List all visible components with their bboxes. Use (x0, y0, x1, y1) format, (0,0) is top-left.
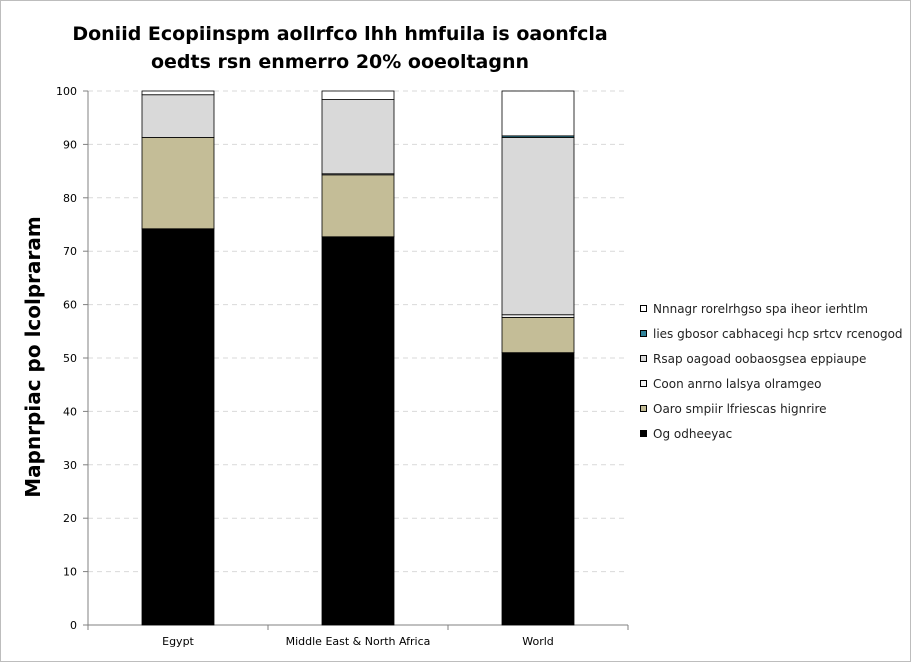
legend-swatch (640, 330, 647, 337)
legend-swatch (640, 430, 647, 437)
y-tick-label: 90 (63, 138, 77, 151)
y-tick-label: 50 (63, 352, 77, 365)
chart-title-line-1: Doniid Ecopiinspm aollrfco lhh hmfuila i… (72, 23, 608, 45)
bar-segment (501, 137, 575, 316)
legend-label: Nnnagr rorelrhgso spa iheor ierhtlm (653, 301, 868, 316)
bar-segment (321, 90, 395, 100)
legend-swatch (640, 355, 647, 362)
legend-swatch (640, 380, 647, 387)
legend: Nnnagr rorelrhgso spa iheor ierhtlm lies … (640, 296, 903, 446)
bar-segment (321, 236, 395, 626)
y-tick-label: 70 (63, 245, 77, 258)
y-tick-label: 60 (63, 299, 77, 312)
legend-label: Rsap oagoad oobaosgsea eppiaupe (653, 351, 867, 366)
y-tick-label: 0 (70, 619, 77, 632)
chart-title: Doniid Ecopiinspm aollrfco lhh hmfuila i… (60, 20, 620, 76)
legend-label: lies gbosor cabhacegi hcp srtcv rcenogod (653, 326, 903, 341)
y-tick-label: 40 (63, 405, 77, 418)
y-tick-label: 10 (63, 566, 77, 579)
legend-item: Og odheeyac (640, 421, 903, 446)
bar-segment (141, 137, 215, 230)
y-tick-label: 80 (63, 192, 77, 205)
bar-segment (141, 90, 215, 96)
legend-label: Og odheeyac (653, 426, 733, 441)
x-tick-label: World (522, 635, 554, 648)
legend-swatch (640, 405, 647, 412)
x-tick-label: Egypt (162, 635, 194, 648)
y-tick-label: 30 (63, 459, 77, 472)
bar-segment (501, 314, 575, 318)
legend-item: Nnnagr rorelrhgso spa iheor ierhtlm (640, 296, 903, 321)
bar-segment (141, 94, 215, 138)
chart-title-line-2: oedts rsn enmerro 20% ooeoltagnn (150, 51, 530, 73)
legend-label: Oaro smpiir lfriescas hignrire (653, 401, 827, 416)
legend-swatch (640, 305, 647, 312)
bar-segment (141, 228, 215, 626)
legend-item: Coon anrno lalsya olramgeo (640, 371, 903, 396)
bar-segment (321, 99, 395, 175)
legend-item: Oaro smpiir lfriescas hignrire (640, 396, 903, 421)
y-tick-label: 100 (56, 85, 77, 98)
legend-item: lies gbosor cabhacegi hcp srtcv rcenogod (640, 321, 903, 346)
x-tick-label: Middle East & North Africa (286, 635, 431, 648)
legend-label: Coon anrno lalsya olramgeo (653, 376, 822, 391)
bar-segment (501, 352, 575, 626)
bar-segment (501, 317, 575, 354)
bar-segment (501, 90, 575, 137)
bar-segment (321, 174, 395, 238)
y-tick-label: 20 (63, 512, 77, 525)
legend-item: Rsap oagoad oobaosgsea eppiaupe (640, 346, 903, 371)
